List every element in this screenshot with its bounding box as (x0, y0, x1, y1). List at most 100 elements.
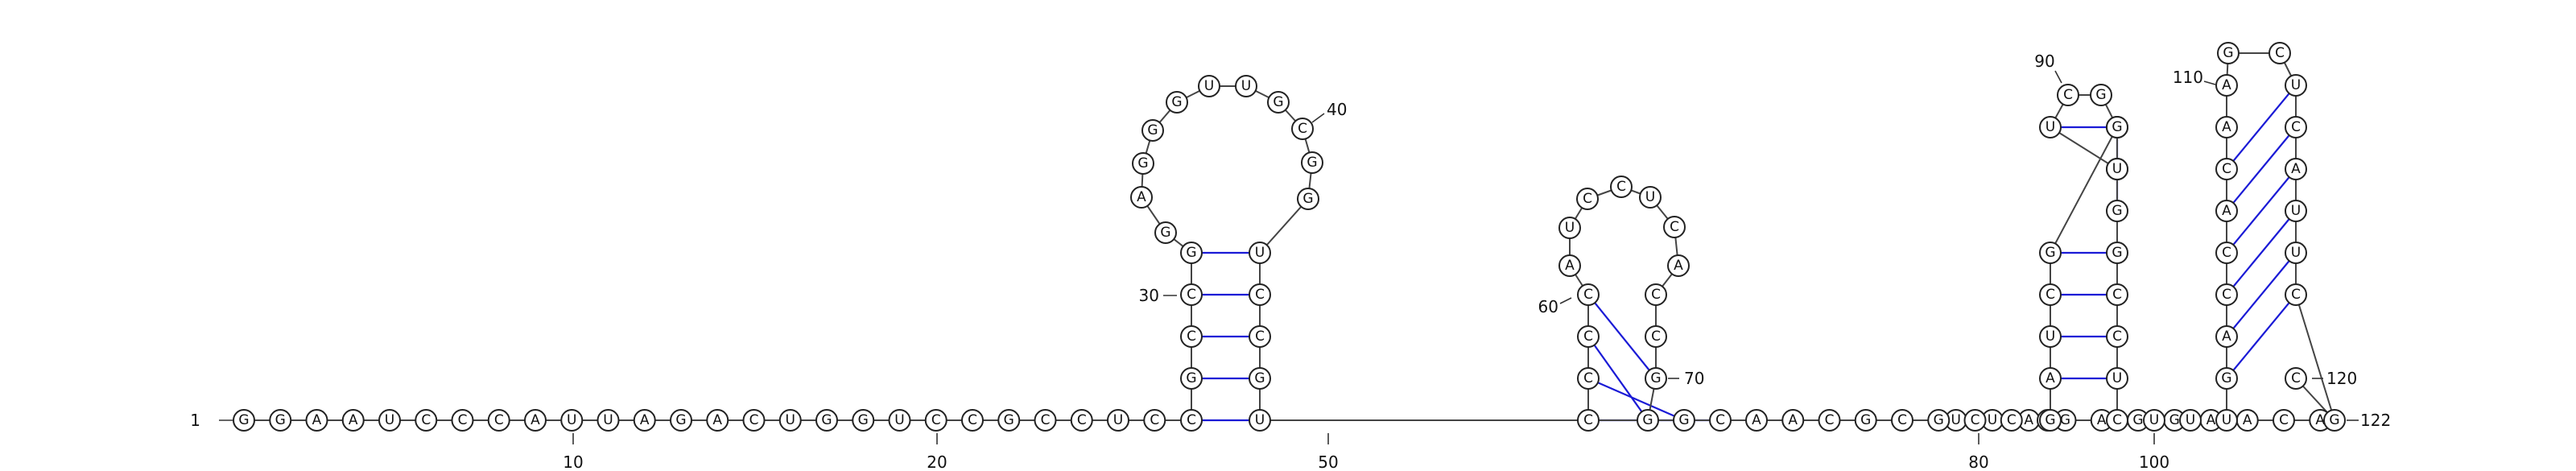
svg-text:A: A (1565, 258, 1575, 274)
nucleotide: C (1710, 410, 1731, 431)
nucleotide: C (1071, 410, 1092, 431)
position-label-20: 20 (927, 452, 947, 471)
nucleotide: G (671, 410, 691, 431)
nucleotide: C (2040, 284, 2061, 305)
svg-text:G: G (2045, 245, 2055, 261)
svg-text:C: C (2222, 245, 2231, 261)
svg-text:G: G (675, 412, 686, 428)
nucleotide: U (780, 410, 801, 431)
svg-text:U: U (2222, 412, 2231, 428)
nucleotide: U (598, 410, 619, 431)
svg-text:G: G (2045, 412, 2055, 428)
nucleotide: A (2285, 159, 2306, 180)
svg-text:C: C (1041, 412, 1051, 428)
nucleotide: C (1577, 188, 1598, 209)
svg-text:A: A (1788, 412, 1798, 428)
svg-text:G: G (1147, 122, 1158, 138)
svg-text:C: C (1583, 287, 1593, 303)
nucleotide: A (2216, 117, 2237, 138)
nucleotide: A (2216, 326, 2237, 347)
position-label-122: 122 (2360, 411, 2391, 430)
nucleotide: U (2040, 326, 2061, 347)
nucleotide: C (1892, 410, 1913, 431)
nucleotide: C (1819, 410, 1840, 431)
svg-text:G: G (1186, 370, 1196, 386)
svg-text:U: U (1988, 412, 1997, 428)
nucleotide: G (2324, 410, 2345, 431)
nucleotide: U (379, 410, 400, 431)
position-label-layer: 1 10 20 30 40 50 60 70 80 90 100 110 (190, 52, 2391, 471)
position-label-110: 110 (2173, 68, 2203, 87)
nucleotide: U (561, 410, 582, 431)
svg-text:A: A (2097, 412, 2107, 428)
svg-text:G: G (275, 412, 286, 428)
svg-text:C: C (1255, 287, 1265, 303)
svg-text:C: C (931, 412, 941, 428)
backbone-path (244, 53, 2334, 420)
svg-text:G: G (1650, 370, 1661, 386)
nucleotide: C (415, 410, 436, 431)
svg-text:C: C (1187, 287, 1196, 303)
nucleotide: G (2107, 117, 2128, 138)
svg-text:G: G (1254, 370, 1265, 386)
position-label-1: 1 (190, 411, 200, 430)
svg-text:A: A (530, 412, 540, 428)
svg-text:C: C (421, 412, 431, 428)
svg-text:A: A (1752, 412, 1761, 428)
svg-text:G: G (2223, 45, 2233, 61)
svg-text:A: A (1674, 258, 1683, 274)
nucleotide: G (2040, 242, 2061, 263)
nucleotide: U (2285, 242, 2306, 263)
svg-text:C: C (1971, 412, 1980, 428)
nucleotide: C (489, 410, 510, 431)
svg-text:U: U (385, 412, 394, 428)
svg-text:C: C (2222, 287, 2231, 303)
nucleotide: G (998, 410, 1019, 431)
nucleotide: C (2107, 326, 2128, 347)
nucleotide: G (1249, 368, 1270, 389)
svg-text:U: U (1565, 220, 1575, 236)
svg-text:U: U (2291, 245, 2301, 261)
nucleotide: G (270, 410, 291, 431)
nucleotide: G (2107, 200, 2128, 221)
svg-text:G: G (2095, 87, 2106, 103)
svg-text:U: U (2046, 119, 2055, 135)
nucleotide: A (2216, 75, 2237, 96)
nucleotide: C (1578, 410, 1599, 431)
svg-text:C: C (749, 412, 759, 428)
svg-text:G: G (1642, 412, 1653, 428)
nucleotide: C (2216, 284, 2237, 305)
base-pair-layer (1191, 85, 2296, 420)
svg-text:C: C (2291, 287, 2301, 303)
svg-text:G: G (1302, 191, 1313, 207)
svg-text:U: U (2046, 328, 2055, 345)
svg-text:G: G (2112, 245, 2122, 261)
svg-text:U: U (2149, 412, 2159, 428)
position-tick-40 (1312, 114, 1324, 122)
nucleotide: A (707, 410, 728, 431)
svg-text:C: C (2222, 161, 2231, 177)
nucleotide: U (2040, 117, 2061, 138)
nucleotide: U (2144, 410, 2165, 431)
nucleotide: C (1578, 284, 1599, 305)
nucleotide: C (1181, 410, 1202, 431)
nucleotide: A (1668, 255, 1689, 276)
nucleotide: A (1782, 410, 1803, 431)
svg-text:G: G (1307, 155, 1317, 171)
svg-text:A: A (312, 412, 322, 428)
svg-text:C: C (2275, 45, 2285, 61)
position-tick-60 (1560, 298, 1571, 304)
svg-text:U: U (786, 412, 795, 428)
svg-text:U: U (1255, 245, 1265, 261)
nucleotide: U (1236, 76, 1257, 97)
nucleotide: C (1611, 176, 1632, 197)
nucleotide: C (2285, 284, 2306, 305)
svg-text:G: G (1860, 412, 1871, 428)
position-label-120: 120 (2326, 369, 2357, 388)
svg-text:G: G (2132, 412, 2143, 428)
base-pair-line (1588, 378, 1684, 420)
position-label-40: 40 (1327, 100, 1347, 119)
svg-text:C: C (1077, 412, 1087, 428)
nucleotide: A (1746, 410, 1767, 431)
